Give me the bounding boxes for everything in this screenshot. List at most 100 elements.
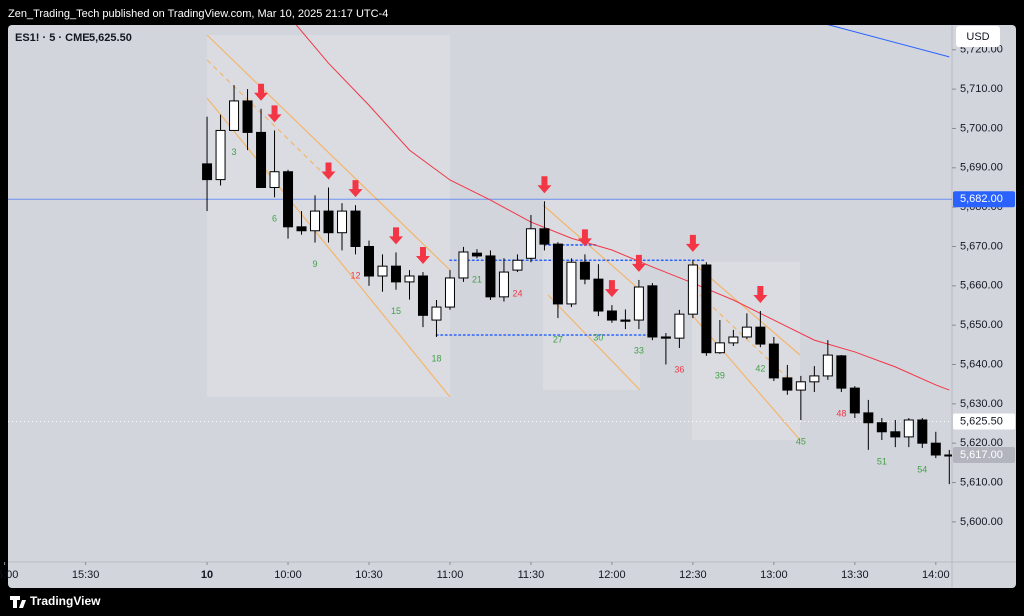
bar-count: 48 — [836, 408, 846, 418]
candle-body — [444, 277, 455, 308]
candle-body — [633, 286, 644, 321]
candle-body — [647, 285, 658, 338]
bar-count: 24 — [512, 288, 522, 298]
candle-body — [417, 275, 428, 316]
y-tick-label: 5,700.00 — [960, 122, 1003, 134]
channel-mid — [206, 59, 331, 181]
y-tick-label: 5,630.00 — [960, 398, 1003, 410]
currency-box[interactable] — [956, 26, 1000, 47]
signal-arrow — [267, 105, 282, 123]
candle-body — [323, 210, 334, 234]
y-tick-label: 5,670.00 — [960, 240, 1003, 252]
candle-body — [822, 354, 833, 377]
y-tick-label: 5,690.00 — [960, 162, 1003, 174]
candle-body — [283, 171, 294, 228]
price-label-box — [953, 191, 1015, 208]
y-tick-label: 5,650.00 — [960, 319, 1003, 331]
price-label: 5,617.00 — [960, 449, 1003, 461]
candle-body — [512, 259, 523, 271]
panel — [8, 25, 1016, 588]
candle-body — [620, 319, 631, 322]
candle-body — [229, 100, 240, 131]
y-tick-label: 5,660.00 — [960, 280, 1003, 292]
signal-arrow — [604, 280, 619, 298]
signal-arrow — [537, 176, 552, 194]
candle-body — [566, 261, 577, 305]
price-label-box — [953, 413, 1015, 430]
candle-body — [944, 454, 952, 457]
x-tick-label: 15:00 — [0, 569, 18, 581]
bar-count: 33 — [634, 345, 644, 355]
candle-body — [579, 261, 590, 280]
signal-arrow — [388, 227, 403, 245]
x-tick-label: 14:00 — [922, 569, 950, 581]
candle-body — [552, 243, 563, 305]
signal-arrow — [577, 229, 592, 247]
signal-arrow — [631, 254, 646, 272]
candle-body — [701, 264, 712, 354]
candle-body — [674, 313, 685, 339]
price-label-box — [953, 446, 1015, 463]
ma-line — [827, 25, 950, 58]
x-tick-label: 13:30 — [841, 569, 869, 581]
candle-body — [431, 306, 442, 321]
x-tick-label: 12:00 — [598, 569, 626, 581]
signal-arrow — [753, 286, 768, 304]
candle-body — [310, 210, 321, 232]
candle-body — [525, 228, 536, 259]
candle-body — [269, 171, 280, 188]
candle-body — [849, 387, 860, 414]
signal-arrow — [685, 234, 700, 252]
channel-line — [542, 204, 641, 291]
candle-body — [768, 343, 779, 379]
candle-body — [863, 412, 874, 424]
candle-body — [728, 336, 739, 344]
x-tick-label: 11:30 — [518, 569, 545, 581]
bar-count: 27 — [553, 334, 563, 344]
bar-count: 45 — [796, 436, 806, 446]
candle-body — [215, 129, 226, 181]
bar-count: 3 — [232, 147, 237, 157]
bar-count: 15 — [391, 306, 401, 316]
candle-body — [714, 342, 725, 354]
candle-body — [350, 210, 361, 247]
publisher: Zen_Trading_Tech published on TradingVie… — [8, 8, 388, 20]
candle-body — [606, 310, 617, 321]
candle-body — [377, 265, 388, 277]
candle-body — [917, 419, 928, 444]
axes: 5,600.00 5,610.00 5,620.00 5,630.00 5,640.00… — [0, 44, 1015, 581]
candle-body — [890, 431, 901, 438]
y-tick-label: 5,600.00 — [960, 516, 1003, 528]
candle-body — [498, 271, 509, 298]
x-tick-label: 10:00 — [274, 569, 302, 581]
candle-body — [242, 100, 253, 133]
candle-body — [809, 375, 820, 383]
price-label: 5,625.50 — [960, 415, 1003, 427]
candle-body — [687, 264, 698, 315]
bar-count: 30 — [593, 332, 603, 342]
currency[interactable]: USD — [966, 31, 989, 43]
y-tick-label: 5,620.00 — [960, 437, 1003, 449]
candle-body — [485, 255, 496, 298]
candle-body — [795, 381, 806, 391]
candle-body — [404, 275, 415, 283]
bar-count: 42 — [755, 364, 765, 374]
candle-body — [836, 355, 847, 389]
candle-body — [539, 228, 550, 245]
signal-arrow — [415, 247, 430, 265]
signal-arrow — [321, 162, 336, 180]
signal-arrow — [348, 180, 363, 198]
y-tick-label: 5,710.00 — [960, 83, 1003, 95]
candle-body — [755, 326, 766, 345]
candle-body — [296, 226, 307, 232]
candle-body — [390, 265, 401, 283]
candle-body — [876, 422, 887, 433]
x-tick-label: 15:30 — [72, 569, 100, 581]
x-tick-label: 11:00 — [437, 569, 464, 581]
ma-line — [295, 25, 950, 391]
logo — [10, 596, 26, 608]
x-tick-label: 10 — [201, 569, 213, 581]
bar-count: 51 — [877, 456, 887, 466]
